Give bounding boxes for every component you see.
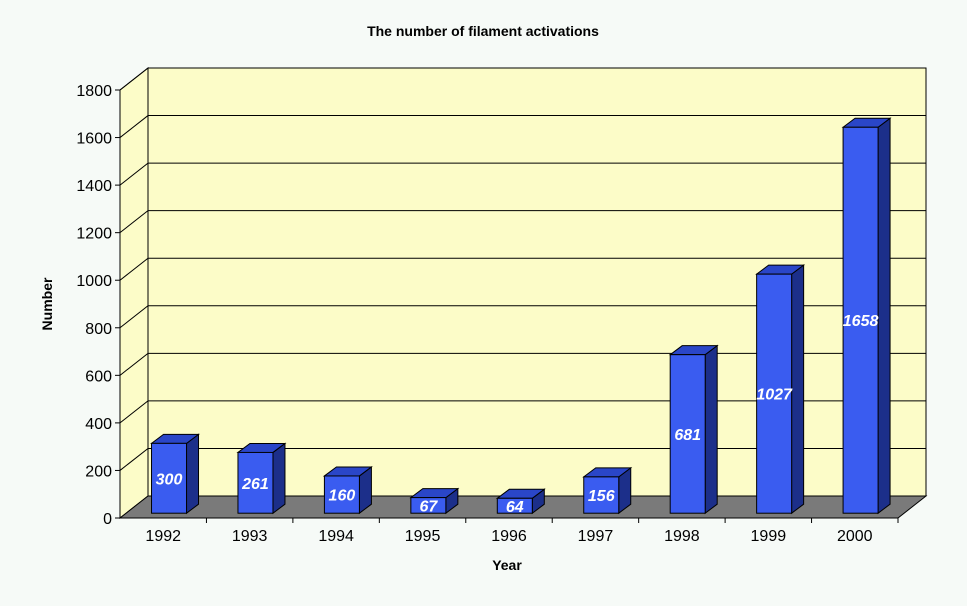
y-tick-label: 200 — [85, 463, 112, 480]
x-tick-label: 1995 — [405, 528, 441, 545]
data-label: 300 — [156, 471, 183, 488]
x-tick-label: 1993 — [232, 528, 268, 545]
y-tick-label: 1400 — [76, 178, 112, 195]
gridline — [119, 67, 926, 91]
data-label: 67 — [419, 498, 438, 515]
y-tick-label: 800 — [85, 321, 112, 338]
x-tick-label: 1997 — [578, 528, 614, 545]
side-wall — [119, 66, 149, 520]
bar — [756, 273, 793, 514]
x-tick-label: 1992 — [145, 528, 181, 545]
x-tick-label: 2000 — [837, 528, 873, 545]
x-tick-label: 1994 — [318, 528, 354, 545]
bar — [410, 497, 447, 514]
gridline — [119, 305, 926, 329]
data-label: 681 — [674, 427, 701, 444]
plot-area: 0 200 400 600 800 1000 1200 1400 1600 1800 1992 300… — [76, 66, 928, 545]
bar — [842, 126, 879, 514]
data-label: 261 — [241, 476, 269, 493]
y-axis-label: Number — [39, 277, 55, 330]
data-label: 156 — [588, 488, 615, 505]
x-axis-label: Year — [492, 557, 522, 573]
gridline — [119, 162, 926, 186]
y-tick-label: 1200 — [76, 226, 112, 243]
bar — [323, 475, 360, 514]
bar-side — [272, 442, 286, 515]
gridline — [119, 400, 926, 424]
bar — [237, 451, 274, 514]
data-label: 1027 — [756, 387, 793, 404]
back-wall — [147, 67, 927, 497]
bar-side — [877, 117, 891, 515]
gridline — [119, 115, 926, 138]
y-tick-label: 600 — [85, 368, 112, 385]
data-label: 160 — [329, 488, 356, 505]
bar-side — [791, 264, 805, 515]
gridline — [119, 447, 926, 471]
bar — [496, 497, 533, 514]
y-tick-label: 400 — [85, 416, 112, 433]
bar-side — [186, 433, 200, 515]
y-tick-label: 0 — [103, 511, 112, 528]
x-tick-label: 1996 — [491, 528, 527, 545]
x-tick-label: 1998 — [664, 528, 700, 545]
y-tick-label: 1800 — [76, 83, 112, 100]
y-tick-label: 1000 — [76, 273, 112, 290]
bar — [583, 476, 620, 514]
x-tick-label: 1999 — [751, 528, 787, 545]
gridline — [119, 210, 926, 234]
gridline — [119, 352, 926, 376]
data-label: 64 — [506, 499, 524, 516]
data-label: 1658 — [843, 313, 879, 330]
y-tick-label: 1600 — [76, 131, 112, 148]
bar — [669, 354, 706, 514]
bar-side — [704, 344, 718, 515]
bar — [151, 442, 188, 514]
gridline — [119, 257, 926, 281]
chart-title: The number of filament activations — [367, 23, 599, 39]
